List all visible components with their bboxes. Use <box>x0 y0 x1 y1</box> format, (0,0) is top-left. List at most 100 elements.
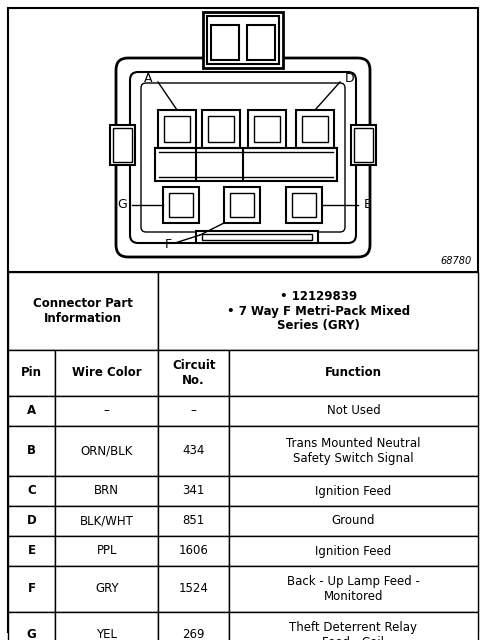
Bar <box>8 476 55 506</box>
Text: GRY: GRY <box>95 582 119 595</box>
Bar <box>158 536 229 566</box>
Text: Not Used: Not Used <box>327 404 381 417</box>
Bar <box>55 426 158 476</box>
Bar <box>8 566 55 612</box>
Text: B: B <box>27 445 36 458</box>
Bar <box>229 476 478 506</box>
Bar <box>55 476 158 506</box>
Bar <box>55 350 158 396</box>
Text: F: F <box>28 582 35 595</box>
Bar <box>202 234 312 240</box>
Bar <box>229 426 478 476</box>
Bar <box>354 128 373 162</box>
Text: G: G <box>117 198 127 211</box>
Bar <box>229 396 478 426</box>
Bar <box>158 566 229 612</box>
Bar <box>296 110 334 148</box>
Bar <box>224 187 260 223</box>
Text: 434: 434 <box>182 445 205 458</box>
Bar <box>8 426 55 476</box>
Bar <box>229 536 478 566</box>
Bar <box>55 612 158 640</box>
Text: A: A <box>27 404 36 417</box>
Text: E: E <box>28 545 35 557</box>
Bar <box>211 25 239 60</box>
Bar <box>351 125 376 165</box>
Text: D: D <box>345 72 355 84</box>
Bar <box>8 506 55 536</box>
Bar <box>302 116 328 142</box>
Bar <box>169 193 193 217</box>
Text: Connector Part
Information: Connector Part Information <box>33 297 133 325</box>
Bar <box>158 612 229 640</box>
Bar <box>55 396 158 426</box>
Bar <box>8 612 55 640</box>
Text: –: – <box>104 404 110 417</box>
Bar <box>202 110 240 148</box>
Bar <box>248 110 286 148</box>
Bar <box>110 125 135 165</box>
Text: Wire Color: Wire Color <box>72 367 141 380</box>
Text: 341: 341 <box>182 484 205 497</box>
Bar <box>55 566 158 612</box>
Bar <box>163 187 199 223</box>
Bar <box>113 128 132 162</box>
Bar <box>8 350 55 396</box>
Text: G: G <box>27 628 36 640</box>
Text: BLK/WHT: BLK/WHT <box>80 515 134 527</box>
Text: A: A <box>144 72 152 84</box>
Text: YEL: YEL <box>96 628 117 640</box>
Bar <box>158 110 196 148</box>
Text: 68780: 68780 <box>441 256 472 266</box>
Bar <box>8 396 55 426</box>
Bar <box>208 116 234 142</box>
Text: Function: Function <box>325 367 382 380</box>
Text: Pin: Pin <box>21 367 42 380</box>
Bar <box>229 612 478 640</box>
Text: Ignition Feed: Ignition Feed <box>315 545 392 557</box>
Text: Trans Mounted Neutral
Safety Switch Signal: Trans Mounted Neutral Safety Switch Sign… <box>286 437 421 465</box>
Bar <box>8 536 55 566</box>
Text: Circuit
No.: Circuit No. <box>172 359 215 387</box>
Text: Ignition Feed: Ignition Feed <box>315 484 392 497</box>
Text: Ground: Ground <box>332 515 375 527</box>
Bar <box>164 116 190 142</box>
FancyBboxPatch shape <box>130 72 356 243</box>
Bar <box>254 116 280 142</box>
Bar <box>158 272 478 350</box>
Text: 1524: 1524 <box>179 582 208 595</box>
Bar <box>229 566 478 612</box>
Bar <box>229 506 478 536</box>
Bar <box>286 187 322 223</box>
Bar <box>158 426 229 476</box>
Text: ORN/BLK: ORN/BLK <box>81 445 133 458</box>
Text: E: E <box>364 198 372 211</box>
Text: 851: 851 <box>183 515 205 527</box>
Text: C: C <box>27 484 36 497</box>
Bar <box>158 396 229 426</box>
FancyBboxPatch shape <box>141 83 345 232</box>
Text: D: D <box>27 515 36 527</box>
Bar <box>229 350 478 396</box>
Bar <box>292 193 316 217</box>
Text: PPL: PPL <box>96 545 117 557</box>
Text: • 12129839
• 7 Way F Metri-Pack Mixed
Series (GRY): • 12129839 • 7 Way F Metri-Pack Mixed Se… <box>226 289 410 333</box>
Text: BRN: BRN <box>94 484 119 497</box>
Bar <box>207 16 279 64</box>
Bar <box>247 25 275 60</box>
Bar <box>55 536 158 566</box>
Bar <box>158 476 229 506</box>
Text: F: F <box>164 239 172 252</box>
Bar <box>203 12 283 68</box>
FancyBboxPatch shape <box>116 58 370 257</box>
Text: –: – <box>191 404 197 417</box>
Text: Theft Deterrent Relay
Feed - Coil: Theft Deterrent Relay Feed - Coil <box>290 621 417 640</box>
Text: Back - Up Lamp Feed -
Monitored: Back - Up Lamp Feed - Monitored <box>287 575 420 603</box>
Text: 269: 269 <box>182 628 205 640</box>
Text: 1606: 1606 <box>179 545 208 557</box>
Bar <box>230 193 254 217</box>
Bar <box>158 506 229 536</box>
Bar <box>158 350 229 396</box>
Bar <box>196 231 318 243</box>
Bar <box>8 272 158 350</box>
